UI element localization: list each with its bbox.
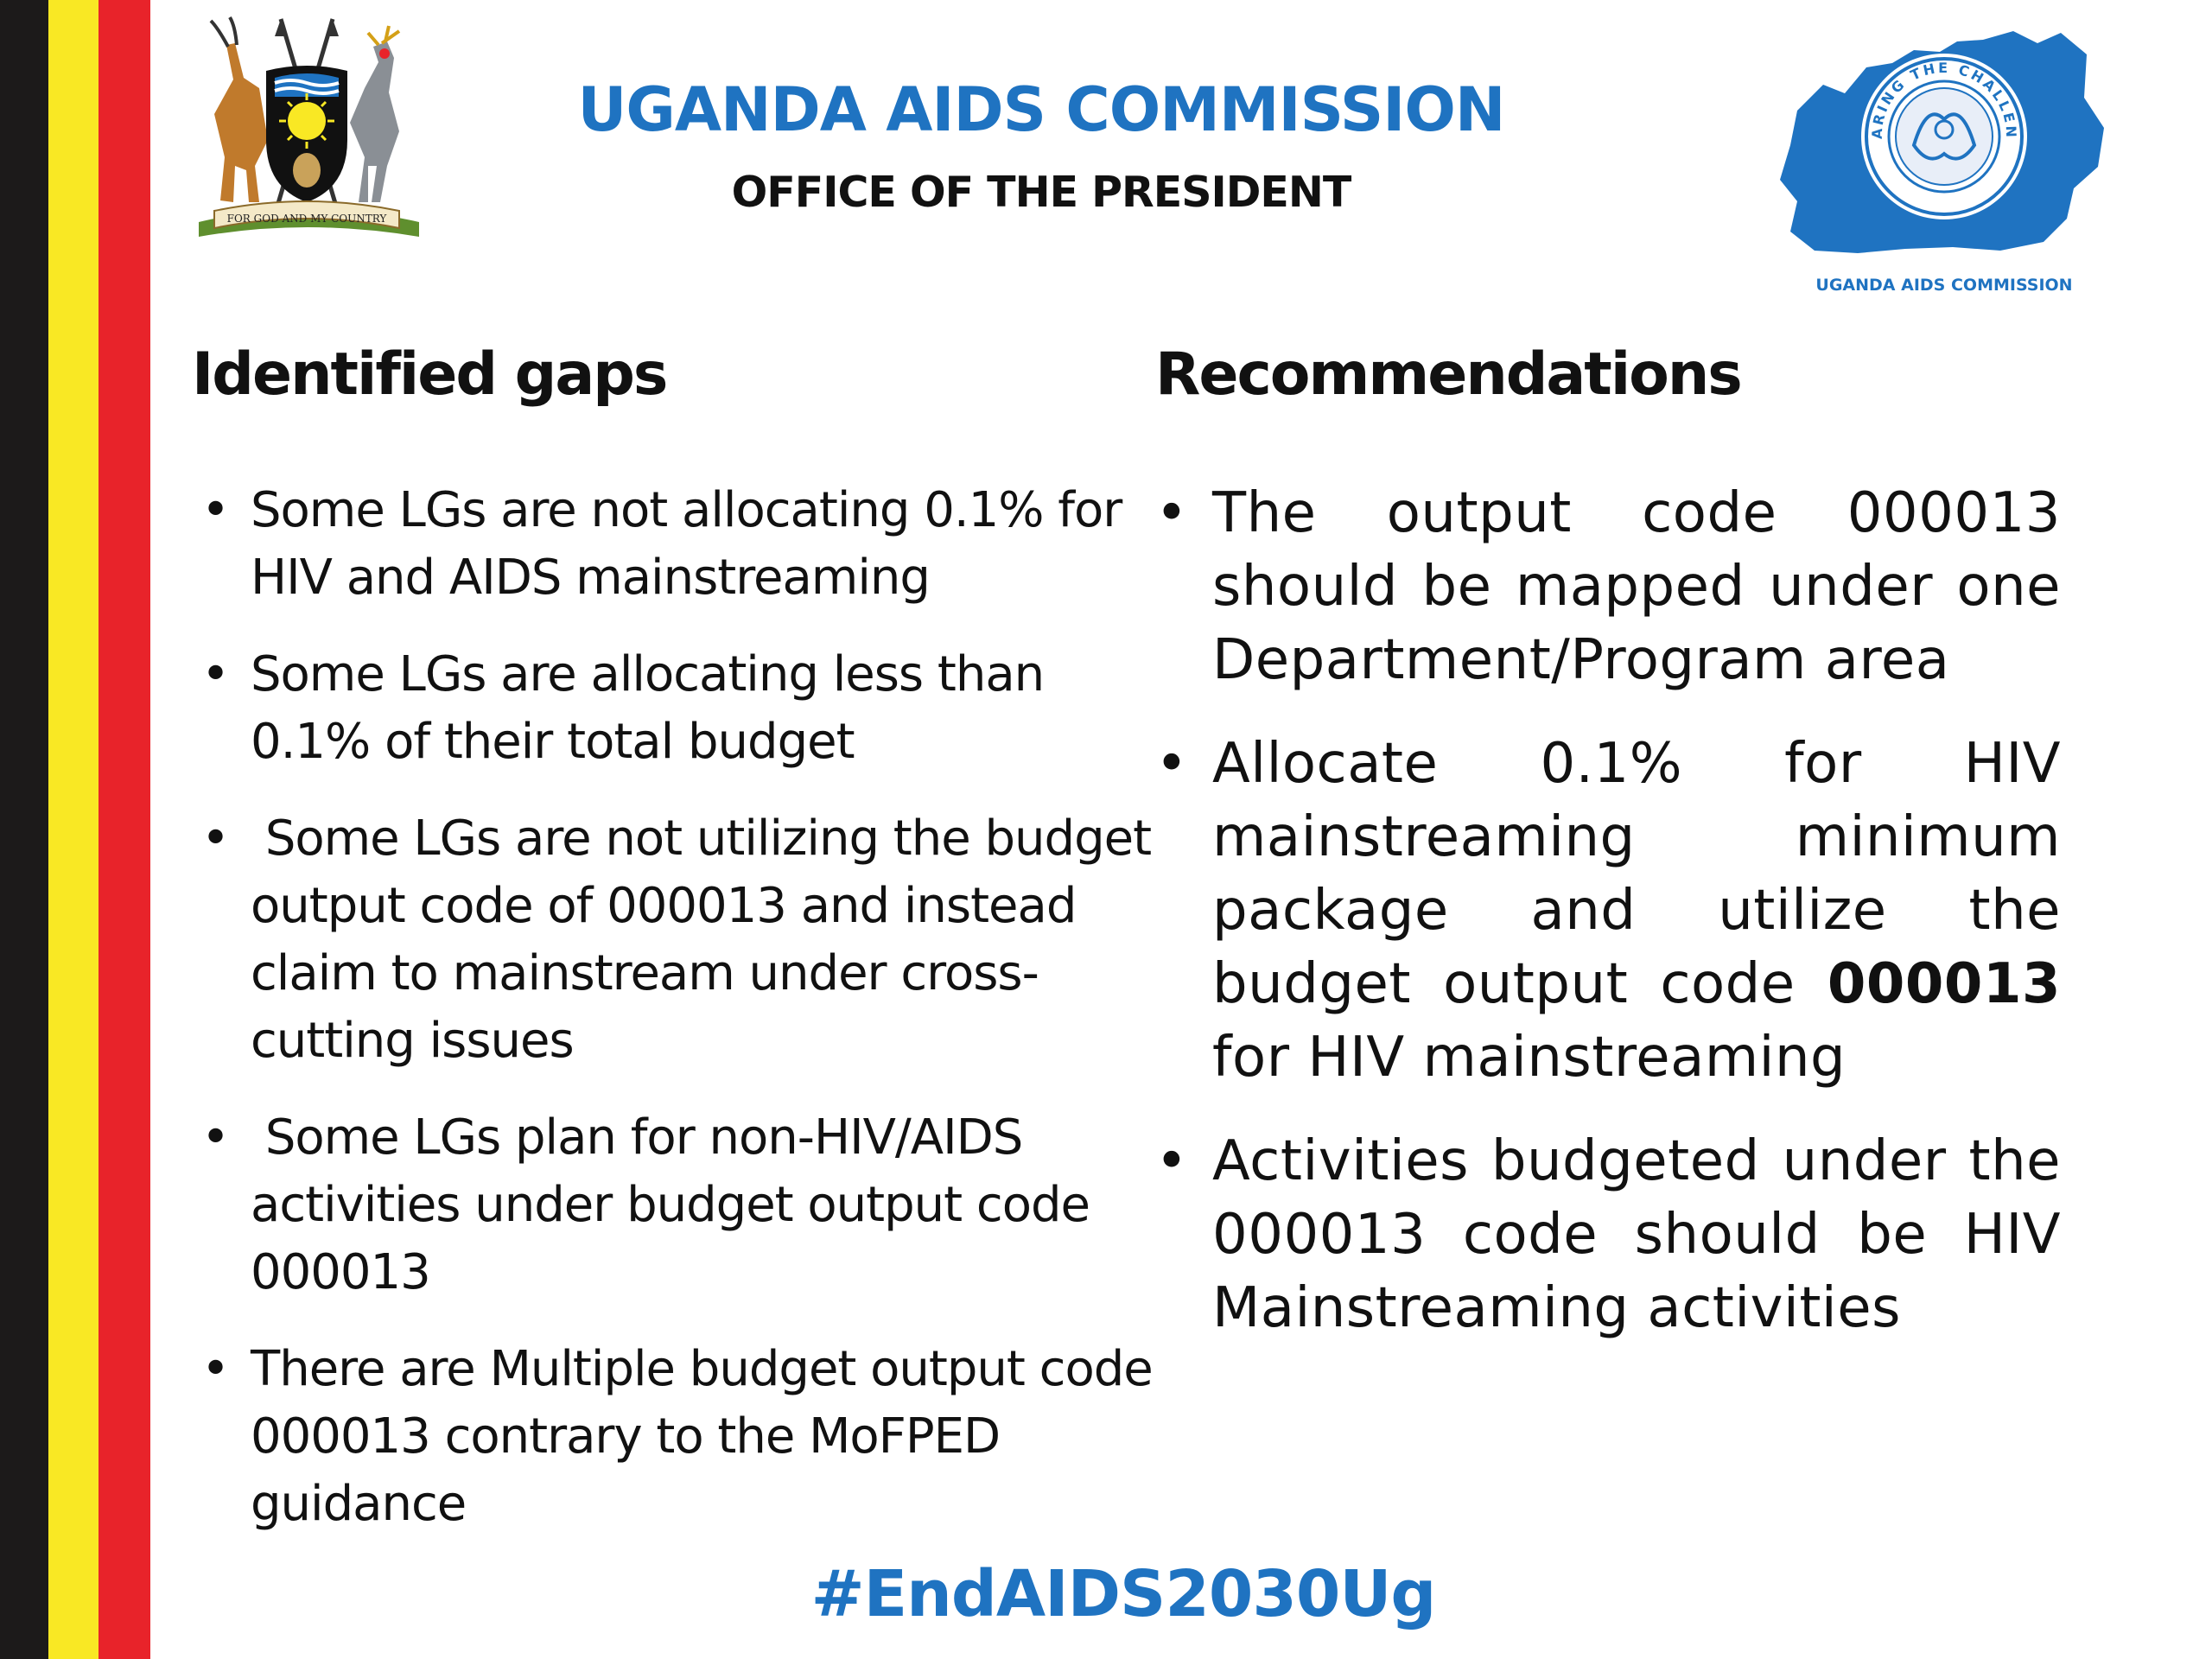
campaign-hashtag: #EndAIDS2030Ug (810, 1557, 1437, 1631)
page-subtitle: OFFICE OF THE PRESIDENT (731, 168, 1352, 217)
gaps-list: • Some LGs are not allocating 0.1% for HI… (201, 477, 1158, 1567)
list-item: • Activities budgeted under the 000013 co… (1155, 1125, 2061, 1345)
output-code-emphasis: 000013 (1827, 952, 2061, 1016)
recommendations-heading: Recommendations (1155, 340, 1743, 409)
list-item: • Some LGs are not allocating 0.1% for HI… (201, 477, 1158, 612)
bullet-icon: • (201, 1109, 230, 1166)
gap-text: Some LGs are not allocating 0.1% for HIV… (251, 482, 1122, 606)
flag-stripe-red (99, 0, 150, 1659)
motto-text: FOR GOD AND MY COUNTRY (227, 213, 388, 225)
bullet-icon: • (1155, 732, 1189, 796)
uganda-coat-of-arms-icon: FOR GOD AND MY COUNTRY (199, 16, 419, 237)
recommendation-text: Activities budgeted under the 000013 cod… (1212, 1129, 2061, 1340)
recommendation-text-end: for HIV mainstreaming (1212, 1026, 1847, 1090)
flag-stripe-yellow (48, 0, 99, 1659)
gaps-heading: Identified gaps (192, 340, 668, 409)
gap-text: Some LGs are allocating less than 0.1% o… (251, 646, 1045, 770)
recommendation-text: Allocate 0.1% for HIV mainstreaming mini… (1212, 732, 2061, 1016)
list-item: • Some LGs plan for non-HIV/AIDS activit… (201, 1104, 1158, 1306)
flag-stripe-black (0, 0, 48, 1659)
list-item: • The output code 000013 should be mapped… (1155, 477, 2061, 697)
bullet-icon: • (201, 1341, 230, 1397)
bullet-icon: • (1155, 1129, 1189, 1193)
page-title: UGANDA AIDS COMMISSION (577, 74, 1506, 145)
list-item: • Some LGs are not utilizing the budget … (201, 805, 1158, 1075)
recommendation-text: The output code 000013 should be mapped … (1212, 481, 2061, 692)
bullet-icon: • (201, 482, 230, 538)
logo-caption: UGANDA AIDS COMMISSION (1815, 276, 2072, 295)
bullet-icon: • (1155, 481, 1189, 545)
list-item: • Allocate 0.1% for HIV mainstreaming min… (1155, 728, 2061, 1095)
list-item: • Some LGs are allocating less than 0.1% … (201, 641, 1158, 776)
bullet-icon: • (201, 810, 230, 867)
recommendations-list: • The output code 000013 should be mapped… (1155, 477, 2061, 1376)
gap-text: Some LGs plan for non-HIV/AIDS activitie… (251, 1109, 1104, 1300)
uganda-aids-commission-logo-icon: SHARING THE CHALLENGE UGANDA AIDS COMMIS… (1763, 16, 2104, 295)
bullet-icon: • (201, 646, 230, 702)
gap-text: There are Multiple budget output code 00… (251, 1341, 1154, 1532)
gap-text: Some LGs are not utilizing the budget ou… (251, 810, 1166, 1069)
list-item: • There are Multiple budget output code 0… (201, 1336, 1158, 1538)
